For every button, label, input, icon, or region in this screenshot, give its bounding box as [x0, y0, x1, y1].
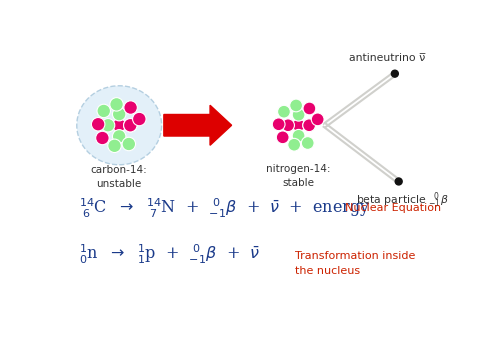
Circle shape — [303, 102, 316, 115]
Circle shape — [112, 107, 126, 121]
Circle shape — [276, 131, 289, 144]
Circle shape — [303, 119, 316, 131]
Circle shape — [124, 119, 137, 132]
FancyArrow shape — [164, 105, 232, 145]
Circle shape — [124, 119, 137, 132]
Circle shape — [395, 178, 402, 185]
Circle shape — [132, 112, 146, 126]
Circle shape — [124, 101, 138, 114]
Circle shape — [292, 108, 305, 121]
Text: Nuclear Equation: Nuclear Equation — [345, 203, 441, 213]
Circle shape — [392, 70, 398, 77]
Circle shape — [112, 119, 126, 132]
Circle shape — [96, 131, 109, 145]
Circle shape — [110, 98, 124, 111]
Circle shape — [290, 99, 302, 112]
Circle shape — [288, 138, 300, 151]
Text: nitrogen-14:
stable: nitrogen-14: stable — [266, 164, 331, 188]
Circle shape — [278, 105, 290, 118]
Circle shape — [303, 119, 316, 131]
Circle shape — [102, 119, 115, 132]
Circle shape — [292, 129, 305, 142]
Circle shape — [97, 104, 110, 118]
Circle shape — [292, 119, 305, 131]
Circle shape — [312, 113, 324, 126]
Circle shape — [122, 137, 136, 151]
Text: $^{14}_{\ 6}$C  $\rightarrow$  $^{14}_{\ 7}$N  +  $^{\ 0}_{-1}\beta$  +  $\bar{\: $^{14}_{\ 6}$C $\rightarrow$ $^{14}_{\ 7… — [79, 197, 370, 220]
Text: Transformation inside
the nucleus: Transformation inside the nucleus — [295, 251, 415, 275]
Circle shape — [302, 137, 314, 149]
Text: carbon-14:
unstable: carbon-14: unstable — [91, 165, 148, 189]
Circle shape — [282, 119, 294, 131]
Circle shape — [92, 118, 105, 131]
Text: antineutrino ν̅: antineutrino ν̅ — [349, 53, 426, 63]
Circle shape — [108, 139, 121, 152]
Text: beta particle $^{\ \ 0}_{-1}\beta$: beta particle $^{\ \ 0}_{-1}\beta$ — [356, 191, 449, 210]
Text: $^{1}_{0}$n  $\rightarrow$  $^{1}_{1}$p  +  $^{\ 0}_{-1}\beta$  +  $\bar{\nu}$: $^{1}_{0}$n $\rightarrow$ $^{1}_{1}$p + … — [79, 243, 260, 266]
Circle shape — [112, 130, 126, 143]
Circle shape — [272, 118, 285, 131]
Ellipse shape — [77, 86, 162, 165]
